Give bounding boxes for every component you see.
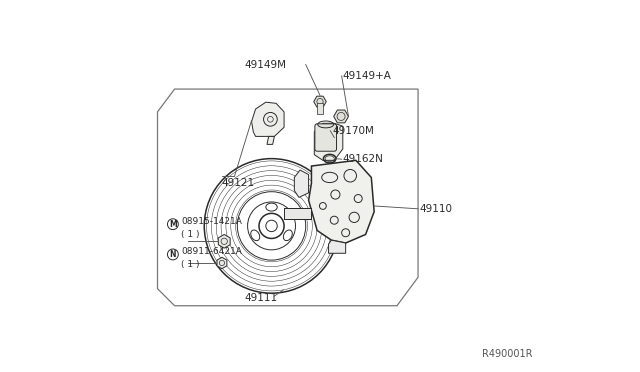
Polygon shape <box>217 257 227 269</box>
Text: M: M <box>169 220 177 229</box>
Text: 49170M: 49170M <box>333 126 374 136</box>
Text: ( 1 ): ( 1 ) <box>181 230 200 239</box>
Polygon shape <box>314 123 343 160</box>
Text: 49149M: 49149M <box>244 60 287 70</box>
Polygon shape <box>314 96 326 107</box>
Polygon shape <box>294 170 308 198</box>
Polygon shape <box>218 234 230 248</box>
Polygon shape <box>252 102 284 137</box>
FancyBboxPatch shape <box>315 124 337 151</box>
Polygon shape <box>333 110 349 123</box>
Text: 08915-1421A: 08915-1421A <box>181 217 242 226</box>
Text: 49121: 49121 <box>222 178 255 188</box>
FancyBboxPatch shape <box>317 103 323 114</box>
Polygon shape <box>328 240 346 253</box>
Polygon shape <box>267 137 275 144</box>
Text: 49162N: 49162N <box>343 154 384 164</box>
Text: N: N <box>170 250 176 259</box>
Polygon shape <box>308 160 374 243</box>
Text: ( 1 ): ( 1 ) <box>181 260 200 269</box>
FancyBboxPatch shape <box>284 208 312 219</box>
Text: 49111: 49111 <box>244 294 278 303</box>
Text: R490001R: R490001R <box>482 349 532 359</box>
Text: 49110: 49110 <box>420 204 452 214</box>
Text: 49149+A: 49149+A <box>343 71 392 81</box>
Text: 08911-6421A: 08911-6421A <box>181 247 242 256</box>
